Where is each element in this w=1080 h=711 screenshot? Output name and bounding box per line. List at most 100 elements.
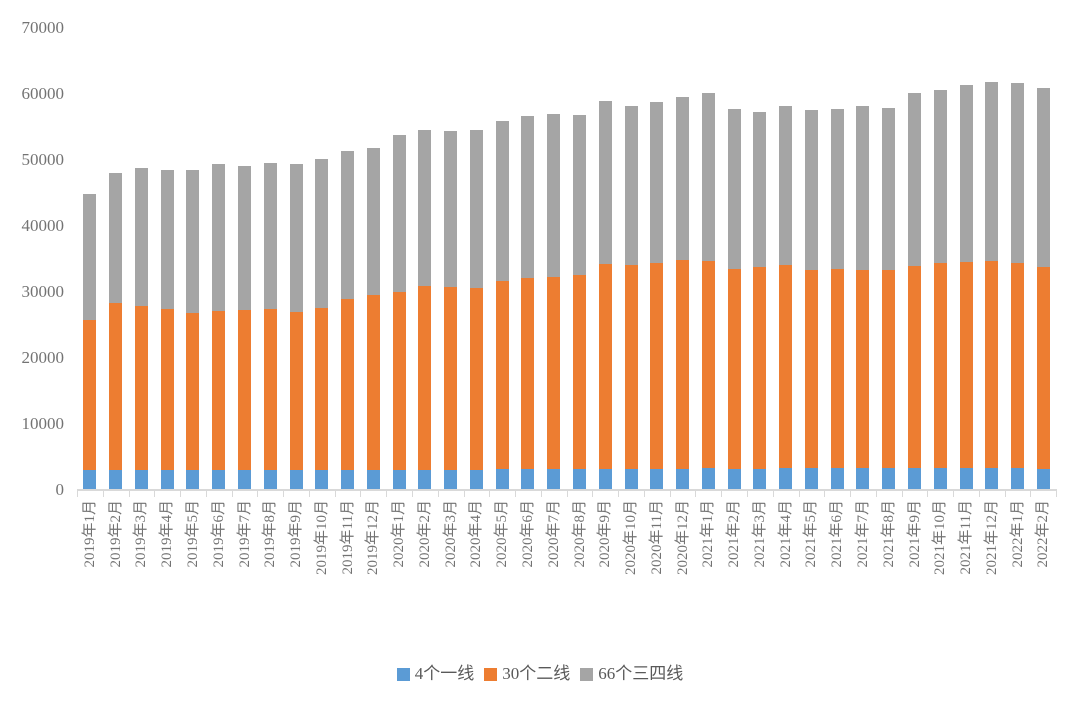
bar-segment-tier1 [753,468,767,490]
x-axis-tick [308,490,310,497]
x-axis-tick [978,490,980,497]
x-axis-tick [1056,490,1058,497]
bar-segment-tier3-4 [856,105,870,270]
bar-segment-tier3-4 [650,101,664,263]
x-axis-tick [283,490,285,497]
x-tick-label: 2021年5月 [803,500,820,568]
x-tick-label: 2020年5月 [494,500,511,568]
bar-segment-tier1 [547,469,561,490]
x-tick-label: 2022年1月 [1009,500,1026,568]
bar-segment-tier2 [676,259,690,469]
legend-label: 30个二线 [502,664,571,683]
bar-segment-tier1 [676,468,690,490]
x-axis-tick [231,490,233,497]
x-tick-label: 2019年2月 [107,500,124,568]
bar-segment-tier3-4 [366,147,380,296]
bar-segment-tier3-4 [83,193,97,321]
x-tick-label: 2019年1月 [81,500,98,568]
bar-segment-tier3-4 [1011,83,1025,263]
x-tick-label: 2020年6月 [519,500,536,568]
bar-segment-tier2 [1036,266,1050,469]
x-axis-tick [257,490,259,497]
x-axis-tick [489,490,491,497]
bar-segment-tier2 [830,269,844,469]
y-tick-label: 30000 [21,282,65,301]
bar-segment-tier2 [238,310,251,471]
x-tick-label: 2020年2月 [416,500,433,568]
x-tick-label: 2021年1月 [700,500,717,568]
bar-segment-tier3-4 [495,120,509,282]
x-axis-tick [927,490,929,497]
bar-segment-tier1 [573,468,586,490]
bar-segment-tier3-4 [469,129,483,289]
x-axis-tick [721,490,723,497]
bar-segment-tier1 [804,468,818,490]
x-tick-label: 2019年12月 [365,500,382,576]
bar-segment-tier1 [495,469,509,490]
bar-segment-tier1 [366,469,380,490]
bar-segment-tier1 [882,468,896,490]
x-axis-tick [643,490,645,497]
x-axis-tick [540,490,542,497]
bar-segment-tier3-4 [753,111,767,267]
x-tick-label: 2020年1月 [391,500,408,568]
bar-segment-tier3-4 [238,165,251,311]
bar-segment-tier3-4 [598,100,612,265]
x-tick-label: 2019年10月 [313,500,330,576]
x-tick-label: 2022年2月 [1035,500,1052,568]
bar-segment-tier3-4 [727,108,741,269]
bar-segment-tier1 [134,470,148,490]
bar-segment-tier2 [985,260,999,468]
bar-segment-tier1 [341,469,355,490]
x-tick-label: 2021年2月 [726,500,743,568]
x-axis-tick [77,490,78,497]
bar-segment-tier2 [263,309,277,471]
x-axis-tick [205,490,207,497]
legend-item: 30个二线 [484,664,570,684]
bar-segment-tier3-4 [160,169,174,310]
x-tick-label: 2021年7月 [854,500,871,568]
bar-segment-tier3-4 [315,158,329,308]
x-tick-label: 2019年6月 [210,500,227,568]
x-tick-label: 2020年12月 [674,500,691,576]
bar-segment-tier1 [469,469,483,490]
x-axis-tick [128,490,130,497]
bar-segment-tier2 [315,307,329,470]
bar-segment-tier3-4 [959,85,973,262]
bar-segment-tier2 [160,309,174,471]
x-axis-tick [953,490,955,497]
x-axis-tick [463,490,465,497]
bar-segment-tier1 [727,468,741,490]
x-axis-tick [386,490,388,497]
bar-segment-tier3-4 [804,109,818,270]
bar-segment-tier3-4 [573,115,586,276]
x-axis-tick [669,490,671,497]
bar-segment-tier2 [804,269,818,469]
bar-segment-tier1 [1036,468,1050,490]
bar-segment-tier1 [315,469,329,490]
bar-segment-tier3-4 [830,109,844,270]
bar-segment-tier1 [598,468,612,490]
bar-segment-tier2 [727,268,741,469]
bar-segment-tier1 [160,470,174,490]
bar-segment-tier2 [341,298,355,470]
bar-segment-tier2 [908,265,922,469]
bar-segment-tier1 [186,470,200,490]
x-axis-tick [618,490,620,497]
bar-segment-tier3-4 [212,163,226,311]
bar-segment-tier1 [263,470,277,490]
bar-segment-tier3-4 [109,173,123,303]
y-tick-label: 0 [55,480,65,499]
x-tick-label: 2021年4月 [777,500,794,568]
bar-segment-tier1 [83,470,97,490]
bar-segment-tier3-4 [444,130,458,288]
legend-swatch-icon [484,667,498,681]
x-axis-tick [824,490,826,497]
bar-segment-tier1 [1011,468,1025,490]
bar-segment-tier2 [933,262,947,469]
bar-segment-tier3-4 [521,115,535,279]
y-tick-label: 60000 [21,84,65,103]
legend: 4个一线 30个二线 66个三四线 [0,664,1080,684]
x-axis-tick [1030,490,1032,497]
bar-segment-tier3-4 [263,163,277,310]
